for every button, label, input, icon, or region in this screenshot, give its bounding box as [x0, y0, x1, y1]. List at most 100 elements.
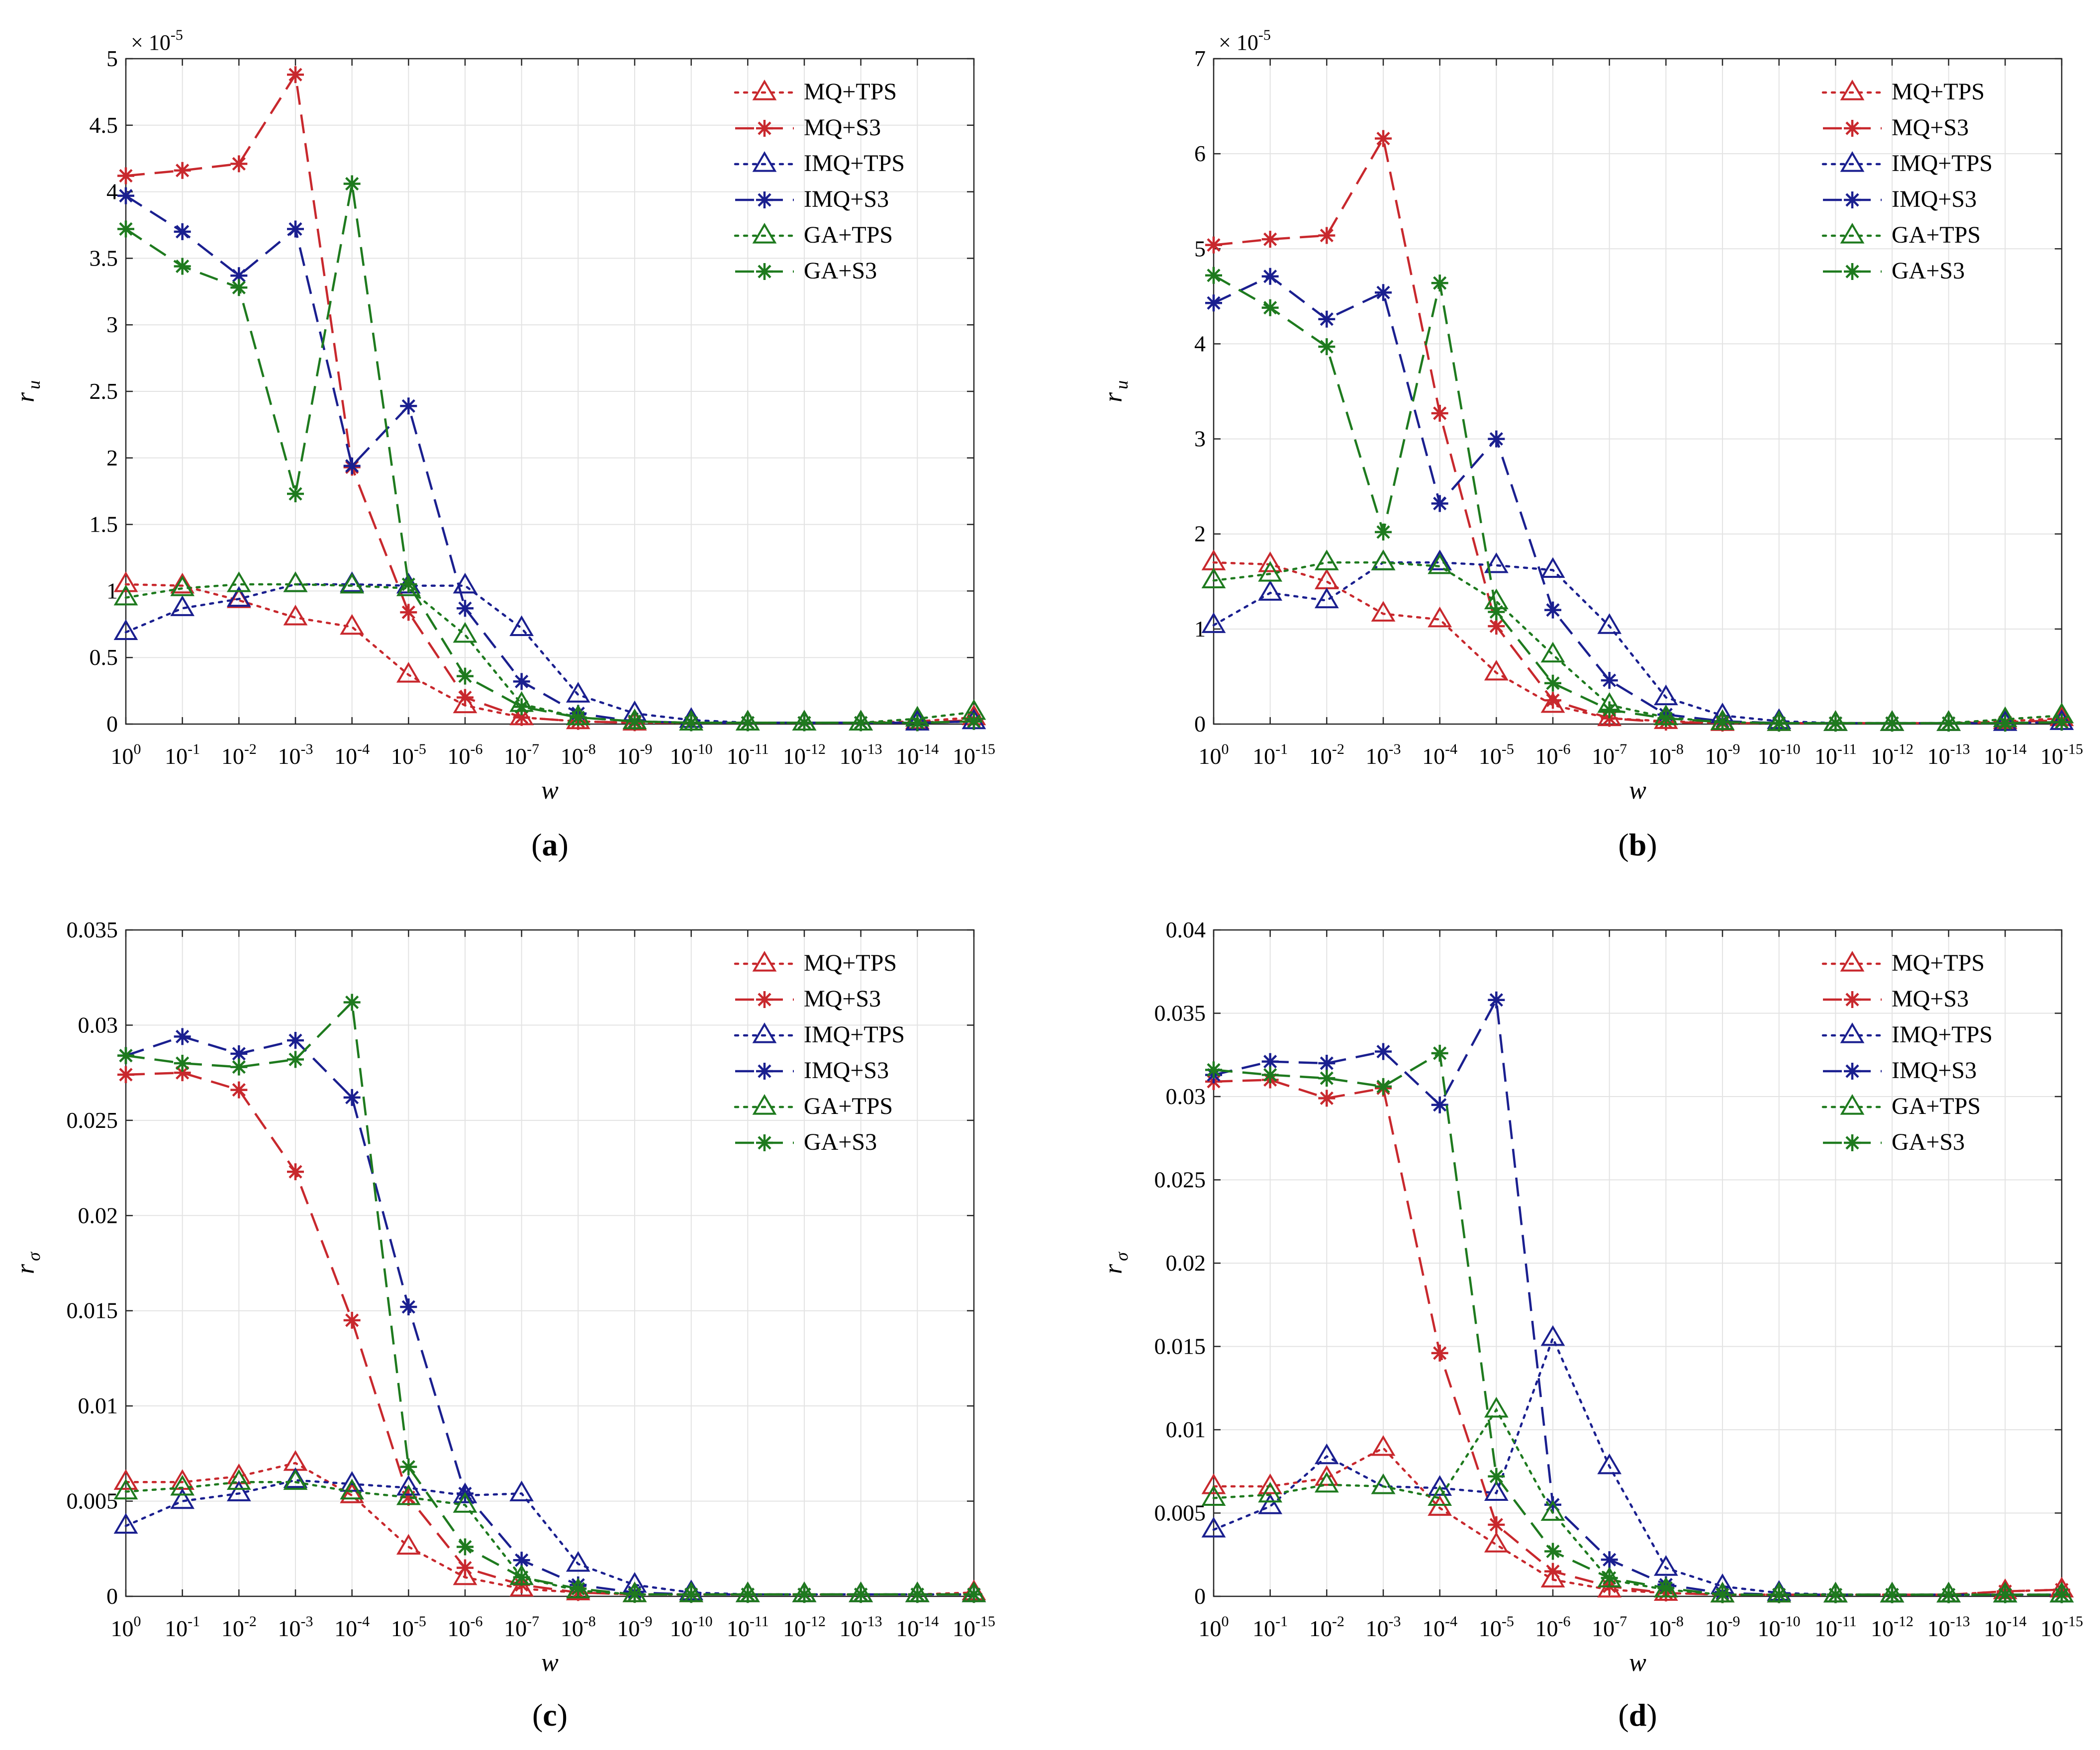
panel-c-series-ga-s3-point-star-marker [682, 1586, 700, 1603]
panel-c-x-tick-exponent: -3 [301, 1613, 313, 1630]
panel-d-x-tick-label: 10-6 [1535, 1613, 1571, 1641]
panel-c-label-open: ( [532, 1697, 543, 1733]
panel-d-legend-item-star-marker [1844, 991, 1861, 1008]
panel-c-series-imq-tps-point-triangle-marker [170, 1488, 195, 1509]
panel-c-series-mq-s3-point-star-marker [287, 1163, 304, 1181]
panel-b-series-ga-s3-point-star-marker [1601, 701, 1618, 719]
panel-a-series-imq-s3-point-star-marker [117, 187, 134, 204]
panel-b-legend-item-star-marker [1844, 263, 1861, 280]
panel-a-x-tick-label: 10-7 [504, 741, 539, 769]
panel-b-series-imq-tps-point-triangle-marker [1484, 552, 1509, 573]
panel-b-series-ga-tps-line [1212, 561, 2063, 725]
panel-b-series-mq-tps-point-triangle-marker [1371, 601, 1396, 622]
panel-c-x-tick-exponent: -8 [583, 1613, 596, 1630]
panel-d-ticks: 00.0050.010.0150.020.0250.030.0350.04100… [1154, 917, 2084, 1641]
panel-a-x-tick-exponent: -3 [301, 741, 313, 757]
panel-a-x-tick-label: 10-1 [165, 741, 200, 769]
panel-c-x-tick-label: 10-5 [391, 1613, 426, 1641]
panel-c-x-tick-base: 10 [617, 1616, 640, 1641]
panel-b-legend-item-label: GA+TPS [1892, 222, 1981, 248]
panel-b-series-ga-s3-point-star-marker [1375, 523, 1392, 541]
panel-a-y-tick-label: 4.5 [90, 112, 118, 138]
panel-a-x-tick-label: 10-8 [561, 741, 596, 769]
panel-d-series-mq-tps-point-triangle-marker [1371, 1435, 1396, 1456]
panel-a-series-ga-tps-line [124, 583, 975, 724]
panel-b-x-tick-exponent: -15 [2063, 741, 2083, 757]
panel-c-series-mq-s3-point-star-marker [174, 1064, 191, 1082]
panel-d-series-ga-s3-point-star-marker [1940, 1586, 1957, 1603]
panel-c-series-mq-s3-point-star-marker [117, 1066, 134, 1083]
panel-d-x-tick-label: 10-1 [1252, 1613, 1288, 1641]
panel-a-legend-item-label: MQ+S3 [804, 114, 881, 141]
panel-a-y-tick-label: 2.5 [90, 378, 118, 404]
panel-b-x-tick-exponent: -14 [2006, 741, 2026, 757]
panel-a-series-imq-tps-point-triangle-marker [170, 595, 195, 616]
panel-d-x-tick-base: 10 [1758, 1616, 1781, 1641]
panel-c-series-ga-s3-point-star-marker [739, 1586, 757, 1603]
panel-d-series-imq-tps-point-triangle-marker [1597, 1453, 1622, 1474]
panel-b-series-mq-s3-point-star-marker [1601, 710, 1618, 727]
panel-d-series-ga-tps-point-triangle-marker [1371, 1473, 1396, 1494]
panel-b-grid [1214, 59, 2062, 724]
panel-d-x-axis-label: w [1629, 1649, 1646, 1677]
panel-c-series-imq-s3-point-star-marker [513, 1552, 530, 1569]
panel-a-y-tick-label: 1 [106, 578, 118, 603]
panel-d-series-ga-s3-point-star-marker [1770, 1586, 1788, 1603]
panel-d-y-axis-label: rσ [1099, 1252, 1132, 1274]
panel-a-series-mq-tps-point-triangle-marker [283, 604, 308, 626]
panel-b-x-tick-exponent: -1 [1275, 741, 1288, 757]
panel-d-x-tick-base: 10 [1366, 1616, 1389, 1641]
panel-d-series-ga-tps-point-triangle-marker [1258, 1481, 1283, 1503]
panel-c-x-tick-exponent: -10 [693, 1613, 713, 1630]
panel-c-x-tick-base: 10 [840, 1616, 862, 1641]
panel-b-legend-item-triangle-marker [1840, 151, 1865, 172]
panel-c-x-tick-base: 10 [278, 1616, 301, 1641]
panel-a-x-tick-exponent: -10 [693, 741, 713, 757]
panel-c-series-ga-tps-point-triangle-marker [226, 1469, 251, 1490]
panel-d-legend-item-label: GA+TPS [1892, 1093, 1981, 1119]
panel-a-series-ga-s3-point-star-marker [909, 714, 926, 732]
panel-c-label: (c) [532, 1697, 568, 1733]
panel-b-x-tick-base: 10 [1535, 743, 1558, 769]
panel-d-series-ga-s3-point-star-marker [1318, 1070, 1336, 1087]
panel-b-series-ga-s3-point-star-marker [1827, 715, 1844, 732]
panel-b-x-tick-label: 10-14 [1984, 741, 2026, 769]
panel-c-series-imq-s3-point-star-marker [174, 1028, 191, 1045]
panel-b-legend-item-star-marker [1844, 191, 1861, 208]
panel-d-x-tick-base: 10 [1199, 1616, 1222, 1641]
panel-b-y-multiplier-base: × 10 [1219, 30, 1258, 55]
panel-a-x-tick-exponent: -14 [919, 741, 939, 757]
panel-d-x-tick-exponent: -13 [1950, 1613, 1970, 1630]
panel-d-series-ga-s3 [1205, 1044, 2070, 1603]
panel-c-label-close: ) [557, 1697, 568, 1733]
panel-a-y-axis-label: ru [11, 380, 44, 402]
panel-a-series-mq-tps-point-triangle-marker [170, 572, 195, 594]
panel-a-x-tick-label: 10-6 [448, 741, 483, 769]
panel-a-x-tick-exponent: 0 [134, 741, 141, 757]
panel-a-x-tick-base: 10 [391, 743, 414, 769]
panel-d-series-ga-s3-point-star-marker [1488, 1468, 1505, 1485]
panel-a-x-tick-label: 10-11 [727, 741, 769, 769]
panel-c-x-tick-exponent: -14 [919, 1613, 939, 1630]
panel-b-x-tick-base: 10 [1592, 743, 1615, 769]
panel-b-series-imq-tps-point-triangle-marker [1653, 684, 1678, 706]
panel-b-series-ga-s3 [1205, 267, 2070, 732]
panel-a-x-tick-label: 10-15 [953, 741, 995, 769]
panel-c-y-axis-symbol: r [11, 1264, 40, 1274]
panel-a-series-imq-s3-point-star-marker [400, 397, 417, 415]
panel-c-legend-item-label: MQ+TPS [804, 950, 897, 976]
panel-c-x-tick-exponent: -11 [750, 1613, 769, 1630]
panel-c-x-tick-base: 10 [727, 1616, 750, 1641]
panel-d-series-mq-s3-point-star-marker [1544, 1563, 1561, 1580]
panel-a-series-ga-s3-point-star-marker [117, 220, 134, 238]
panel-a-y-tick-label: 3 [106, 312, 118, 337]
panel-a-x-tick-base: 10 [504, 743, 527, 769]
panel-c-y-tick-label: 0.02 [78, 1202, 118, 1228]
panel-b-series-ga-tps-point-triangle-marker [1258, 561, 1283, 582]
panel-c-x-tick-base: 10 [334, 1616, 357, 1641]
panel-c-legend-item-label: MQ+S3 [804, 986, 881, 1012]
panel-d-y-tick-label: 0 [1194, 1583, 1206, 1609]
panel-b-legend-item-label: MQ+S3 [1892, 114, 1969, 141]
panel-d-x-tick-label: 10-10 [1758, 1613, 1801, 1641]
